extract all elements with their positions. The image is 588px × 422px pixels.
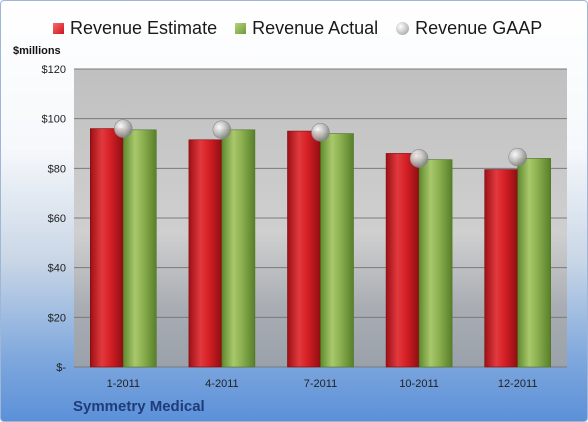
legend-label-gaap: Revenue GAAP bbox=[415, 17, 543, 38]
y-axis-unit-label: $millions bbox=[13, 45, 61, 57]
y-tick-label: $80 bbox=[48, 163, 66, 175]
bar-revenue-actual bbox=[320, 133, 354, 368]
y-tick-label: $60 bbox=[48, 213, 66, 225]
chart-legend: Revenue Estimate Revenue Actual Revenue … bbox=[53, 16, 542, 40]
legend-label-estimate: Revenue Estimate bbox=[70, 17, 218, 38]
legend-swatch-estimate bbox=[53, 22, 64, 34]
legend-item-gaap: Revenue GAAP bbox=[396, 18, 542, 39]
gaap-markers bbox=[114, 119, 528, 168]
bar-revenue-estimate bbox=[484, 169, 519, 368]
bar-revenue-actual bbox=[517, 158, 552, 368]
legend-swatch-gaap bbox=[396, 21, 410, 35]
y-tick-labels: $- $20 $40 $60 $80 $100 $120 bbox=[42, 64, 67, 374]
bar-revenue-actual bbox=[123, 129, 157, 368]
bar-revenue-actual bbox=[418, 159, 453, 368]
x-tick-label: 7-2011 bbox=[304, 378, 337, 390]
bar-revenue-estimate bbox=[287, 130, 321, 368]
marker-revenue-gaap bbox=[311, 123, 330, 142]
x-tick-label: 10-2011 bbox=[399, 378, 439, 390]
x-tick-label: 12-2011 bbox=[498, 378, 538, 390]
y-tick-label: $40 bbox=[48, 263, 66, 275]
bars-group bbox=[90, 128, 552, 368]
y-tick-label: $20 bbox=[48, 312, 66, 324]
marker-revenue-gaap bbox=[212, 120, 232, 140]
x-tick-labels: 1-2011 4-2011 7-2011 10-2011 12-2011 bbox=[107, 378, 538, 390]
legend-swatch-actual bbox=[235, 22, 247, 34]
company-name: Symmetry Medical bbox=[73, 398, 205, 415]
bar-revenue-estimate bbox=[188, 139, 223, 368]
legend-item-actual: Revenue Actual bbox=[235, 18, 378, 39]
y-tick-label: $120 bbox=[42, 64, 66, 76]
marker-revenue-gaap bbox=[114, 119, 133, 138]
bar-revenue-actual bbox=[221, 129, 256, 368]
x-tick-label: 4-2011 bbox=[205, 378, 238, 390]
y-tick-label: $- bbox=[56, 362, 66, 374]
y-tick-label: $100 bbox=[42, 114, 66, 126]
x-tick-label: 1-2011 bbox=[107, 378, 140, 390]
legend-item-estimate: Revenue Estimate bbox=[53, 18, 217, 39]
bar-revenue-estimate bbox=[385, 153, 420, 368]
bar-revenue-estimate bbox=[90, 128, 124, 368]
marker-revenue-gaap bbox=[508, 147, 528, 167]
legend-label-actual: Revenue Actual bbox=[252, 17, 379, 38]
marker-revenue-gaap bbox=[409, 149, 429, 168]
